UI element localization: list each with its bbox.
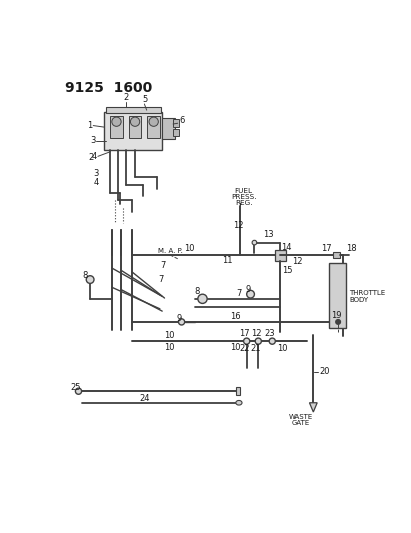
Circle shape [255, 338, 261, 344]
Text: 16: 16 [230, 312, 240, 321]
Circle shape [75, 388, 82, 394]
Text: 14: 14 [281, 243, 291, 252]
Circle shape [178, 319, 185, 325]
Text: 5: 5 [143, 95, 148, 104]
Text: 24: 24 [139, 394, 150, 403]
Text: 9125  1600: 9125 1600 [65, 81, 152, 95]
Bar [106, 107, 161, 113]
Bar [148, 116, 160, 138]
Text: 3: 3 [90, 136, 95, 146]
Text: 1: 1 [87, 121, 92, 130]
Circle shape [336, 320, 340, 324]
Text: 8: 8 [82, 271, 88, 280]
Text: 4: 4 [92, 152, 97, 161]
Text: 7: 7 [158, 275, 164, 284]
Bar [110, 116, 122, 138]
Polygon shape [309, 403, 317, 412]
Text: 2: 2 [123, 93, 128, 102]
Text: 11: 11 [222, 256, 232, 265]
Text: 2: 2 [89, 154, 94, 163]
Text: 12: 12 [233, 221, 244, 230]
Circle shape [247, 290, 254, 298]
Circle shape [244, 338, 250, 344]
Bar [333, 252, 339, 258]
Text: 10: 10 [164, 330, 174, 340]
Bar [129, 116, 141, 138]
Text: REG.: REG. [235, 200, 252, 206]
Text: 4: 4 [93, 178, 99, 187]
Circle shape [112, 117, 121, 126]
Circle shape [252, 240, 257, 245]
Text: 20: 20 [319, 367, 330, 376]
Text: 7: 7 [236, 289, 241, 298]
Text: 9: 9 [177, 313, 182, 322]
Text: 10: 10 [277, 344, 287, 353]
Bar [236, 387, 240, 395]
Text: 9: 9 [245, 285, 250, 294]
Text: 18: 18 [346, 244, 356, 253]
Bar [104, 112, 162, 150]
Text: 17: 17 [239, 329, 249, 338]
Text: 23: 23 [265, 329, 275, 338]
Bar [162, 118, 175, 140]
Text: 15: 15 [282, 266, 293, 275]
Text: 25: 25 [71, 383, 81, 392]
Circle shape [269, 338, 275, 344]
Text: 3: 3 [93, 169, 99, 178]
Circle shape [130, 117, 140, 126]
Text: 12: 12 [251, 329, 261, 338]
Text: 13: 13 [263, 230, 274, 239]
Text: 10: 10 [164, 343, 174, 352]
Text: 8: 8 [195, 287, 200, 296]
Text: 7: 7 [160, 261, 165, 270]
Text: PRESS.: PRESS. [231, 194, 256, 200]
Text: GATE: GATE [292, 420, 310, 426]
Text: 17: 17 [321, 244, 332, 253]
Circle shape [86, 276, 94, 284]
Bar [173, 119, 179, 127]
Circle shape [198, 294, 207, 303]
Text: 21: 21 [251, 344, 261, 353]
Text: THROTTLE: THROTTLE [349, 290, 385, 296]
Bar [173, 128, 179, 136]
Text: 12: 12 [292, 256, 302, 265]
Text: 22: 22 [239, 344, 249, 353]
Text: WASTE: WASTE [289, 414, 313, 419]
Text: BODY: BODY [349, 296, 368, 303]
Text: 10: 10 [184, 244, 194, 253]
Bar [329, 263, 346, 328]
Text: FUEL: FUEL [235, 188, 253, 194]
Text: 10: 10 [230, 343, 240, 352]
Bar [275, 251, 286, 261]
Text: M. A. P.: M. A. P. [157, 248, 182, 254]
Ellipse shape [236, 400, 242, 405]
Text: 6: 6 [179, 116, 185, 125]
Text: 19: 19 [331, 311, 342, 320]
Circle shape [149, 117, 158, 126]
